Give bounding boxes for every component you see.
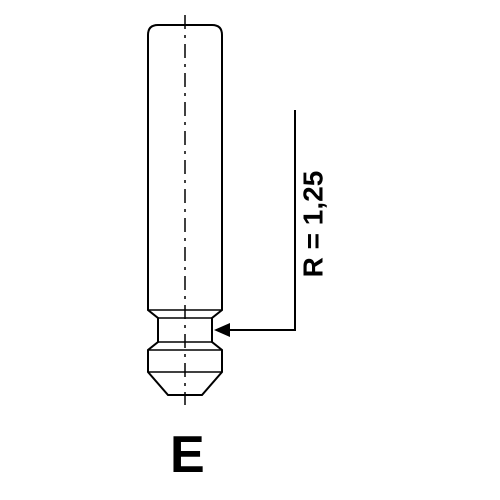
- radius-label: R = 1,25: [297, 171, 329, 278]
- diagram-canvas: [0, 0, 500, 500]
- leader-polyline: [228, 110, 295, 330]
- leader-line: [214, 110, 295, 337]
- radius-text: R = 1,25: [297, 171, 328, 278]
- figure-letter: E: [170, 425, 205, 485]
- leader-arrowhead: [214, 323, 230, 337]
- letter-text: E: [170, 426, 205, 484]
